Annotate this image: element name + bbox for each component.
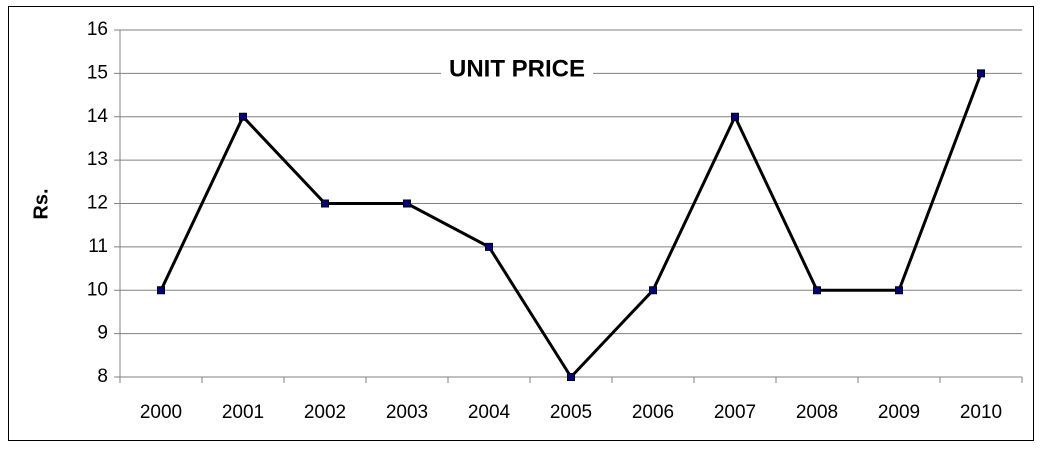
y-axis-label: Rs. xyxy=(30,188,52,219)
x-tick-label: 2008 xyxy=(796,402,838,423)
marker xyxy=(403,199,411,208)
x-tick-label: 2001 xyxy=(222,402,264,423)
y-tick-label: 11 xyxy=(88,236,108,257)
marker xyxy=(485,242,493,251)
y-tick-label: 10 xyxy=(87,279,108,300)
x-tick-label: 2009 xyxy=(878,402,920,423)
x-tick-label: 2000 xyxy=(140,402,182,423)
marker xyxy=(321,199,329,208)
marker xyxy=(813,286,821,295)
x-tick-label: 2006 xyxy=(632,402,674,423)
x-tick-label: 2003 xyxy=(386,402,428,423)
x-tick-label: 2010 xyxy=(960,402,1002,423)
marker xyxy=(239,112,247,121)
x-tick-label: 2004 xyxy=(468,402,511,423)
marker xyxy=(731,112,739,121)
y-tick-label: 14 xyxy=(87,106,109,127)
marker xyxy=(895,286,903,295)
x-tick-label: 2002 xyxy=(304,402,346,423)
y-tick-label: 16 xyxy=(87,19,108,40)
marker xyxy=(977,69,985,78)
plot-area: 8 9 10 11 12 13 14 15 16 2000 2001 2002 2003 2004 2005… xyxy=(87,19,1023,423)
marker xyxy=(157,286,165,295)
y-tick-label: 12 xyxy=(87,193,108,214)
marker xyxy=(567,373,575,381)
y-tick-label: 8 xyxy=(97,366,108,387)
marker xyxy=(649,286,657,295)
y-tick-label: 15 xyxy=(87,62,108,83)
x-tick-label: 2007 xyxy=(714,402,756,423)
y-tick-label: 13 xyxy=(87,149,108,170)
y-tick-label: 9 xyxy=(97,323,108,344)
chart-title: UNIT PRICE xyxy=(449,55,585,82)
x-tick-label: 2005 xyxy=(550,402,592,423)
title-background xyxy=(440,53,594,85)
